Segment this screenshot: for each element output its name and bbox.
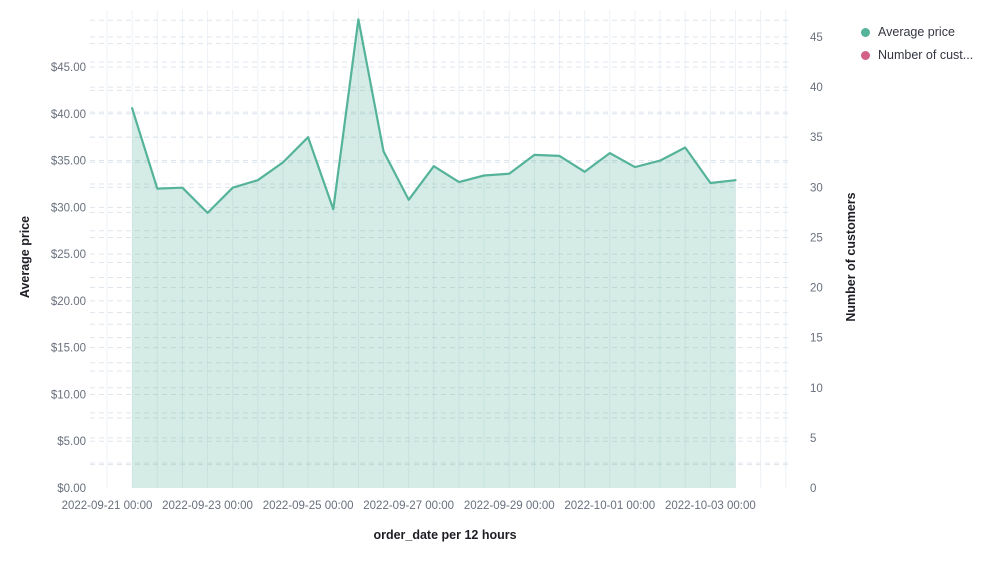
left-axis-tick: $35.00: [51, 156, 86, 168]
left-axis-tick: $20.00: [51, 296, 86, 308]
series-line-average-price: [131, 18, 737, 214]
left-axis-tick: $45.00: [51, 62, 86, 74]
right-axis-tick: 15: [810, 333, 823, 345]
right-axis-title: Number of customers: [844, 192, 858, 322]
x-axis-tick: 2022-09-21 00:00: [62, 500, 153, 512]
series-dot-average-price: [861, 27, 870, 37]
legend-item-number-of-customers[interactable]: Number of cust...: [861, 47, 973, 63]
legend: Average price Number of cust...: [861, 24, 973, 63]
x-axis-tick: 2022-09-23 00:00: [162, 500, 253, 512]
right-axis-tick: 0: [810, 483, 816, 495]
series-area-average-price: [132, 19, 736, 489]
x-axis-tick: 2022-09-29 00:00: [464, 500, 555, 512]
right-axis-tick: 45: [810, 32, 823, 44]
vertical-gridlines: [106, 10, 787, 488]
right-axis-tick: 20: [810, 283, 823, 295]
left-axis-tick: $5.00: [57, 436, 86, 448]
x-axis-title: order_date per 12 hours: [373, 528, 517, 542]
right-axis-tick-labels: 0 5 10 15 20 25 30 35 40 45: [810, 32, 823, 495]
left-axis-tick: $10.00: [51, 389, 86, 401]
right-axis-tick: 10: [810, 383, 823, 395]
left-axis-tick: $30.00: [51, 202, 86, 214]
x-axis-tick: 2022-10-03 00:00: [665, 500, 756, 512]
right-axis-tick: 5: [810, 433, 816, 445]
left-axis-tick: $15.00: [51, 343, 86, 355]
series-dot-number-of-customers: [861, 50, 870, 60]
left-axis-tick: $25.00: [51, 249, 86, 261]
right-axis-tick: 30: [810, 182, 823, 194]
left-axis-tick-labels: $0.00 $5.00 $10.00 $15.00 $20.00 $25.00 $30.00…: [51, 62, 86, 495]
legend-label-number-of-customers: Number of cust...: [878, 48, 974, 62]
right-axis-tick: 40: [810, 82, 823, 94]
x-axis-tick: 2022-10-01 00:00: [564, 500, 655, 512]
left-axis-tick: $40.00: [51, 109, 86, 121]
left-axis-tick: $0.00: [57, 483, 86, 495]
x-axis-tick: 2022-09-25 00:00: [263, 500, 354, 512]
right-axis-tick: 25: [810, 232, 823, 244]
legend-label-average-price: Average price: [878, 25, 955, 39]
right-axis-tick: 35: [810, 132, 823, 144]
legend-item-average-price[interactable]: Average price: [861, 24, 973, 40]
left-axis-title: Average price: [18, 215, 32, 299]
x-axis-tick: 2022-09-27 00:00: [363, 500, 454, 512]
x-axis-tick-labels: 2022-09-21 00:00 2022-09-23 00:00 2022-09-…: [62, 500, 756, 512]
